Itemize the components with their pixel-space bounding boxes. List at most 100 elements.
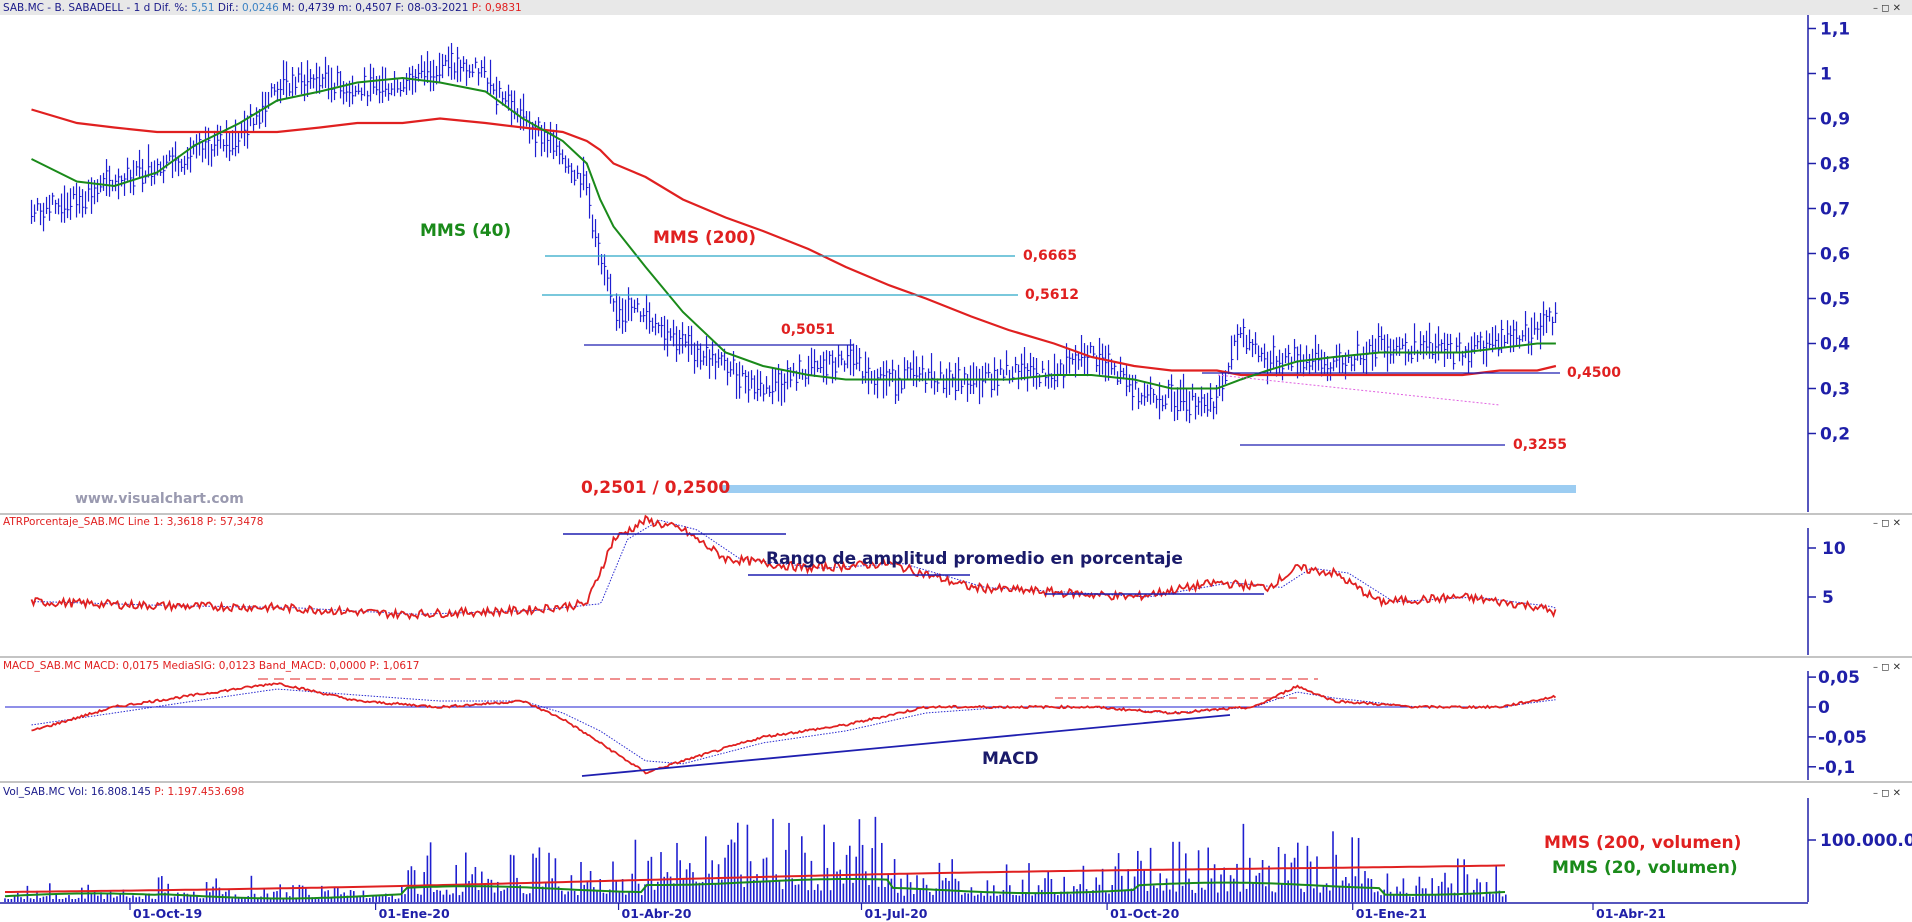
- price-bar: [570, 163, 574, 184]
- price-bar: [1014, 356, 1018, 373]
- macd-window-buttons[interactable]: – ◻ ✕: [1873, 662, 1901, 673]
- price-bar: [1263, 343, 1267, 368]
- price-bar: [1155, 395, 1159, 409]
- price-y-tick-label: 0,8: [1820, 155, 1850, 175]
- price-y-tick-label: 0,7: [1820, 200, 1850, 220]
- x-tick-label: 01-Oct-20: [1110, 906, 1179, 921]
- price-bar: [1194, 392, 1198, 420]
- price-bar: [195, 134, 199, 159]
- price-bar: [543, 122, 547, 152]
- price-bar: [354, 85, 358, 97]
- macd-panel: MACD_SAB.MC MACD: 0,0175 MediaSIG: 0,012…: [3, 660, 1901, 780]
- price-bar: [1146, 384, 1150, 402]
- price-bar: [600, 254, 604, 275]
- price-bar: [198, 132, 202, 156]
- x-axis: 01-Oct-19 01-Ene-20 01-Abr-20 01-Jul-20 01-O…: [129, 903, 1666, 921]
- price-bar: [864, 351, 868, 384]
- price-bar: [1296, 346, 1300, 379]
- price-bar: [1053, 353, 1057, 390]
- x-tick-label: 01-Oct-19: [133, 906, 202, 921]
- price-bar: [483, 56, 487, 78]
- macd-annotation-lines: [258, 678, 1318, 777]
- price-bar: [384, 67, 388, 97]
- price-bar: [1299, 344, 1303, 373]
- price-bar: [990, 373, 994, 398]
- price-bar: [561, 149, 565, 165]
- price-bar: [741, 365, 745, 377]
- price-bar: [1440, 339, 1444, 354]
- price-y-tick-label: 0,6: [1820, 245, 1850, 265]
- price-bar: [1248, 329, 1252, 351]
- price-bar: [708, 349, 712, 379]
- price-bar: [1185, 388, 1189, 422]
- price-bar: [717, 349, 721, 368]
- atr-title: Rango de amplitud promedio en porcentaje: [766, 549, 1183, 569]
- price-bar: [1206, 392, 1210, 417]
- price-y-tick-label: 0,4: [1820, 335, 1850, 355]
- price-bar: [906, 360, 910, 381]
- macd-y-tick-label: -0,05: [1818, 728, 1867, 748]
- price-bar: [888, 368, 892, 387]
- price-bar: [1506, 320, 1510, 344]
- price-bar: [687, 326, 691, 362]
- price-bar: [735, 362, 739, 399]
- price-y-tick-label: 1,1: [1820, 20, 1850, 40]
- price-bar: [915, 356, 919, 388]
- price-bar: [1443, 332, 1447, 367]
- price-bar: [1467, 342, 1471, 375]
- volume-y-tick-label: 100.000.0: [1820, 831, 1912, 851]
- price-bar: [1359, 353, 1363, 366]
- macd-header-segment: P: 1,0617: [370, 660, 420, 672]
- price-bar: [813, 349, 817, 377]
- volume-panel: Vol_SAB.MC Vol: 16.808.145 P: 1.197.453.…: [3, 786, 1912, 902]
- price-bar: [1479, 331, 1483, 352]
- price-bar: [666, 319, 670, 357]
- price-bar: [1482, 340, 1486, 365]
- price-bar: [825, 350, 829, 385]
- price-bar: [972, 362, 976, 395]
- price-bar: [786, 360, 790, 390]
- price-bar: [1005, 350, 1009, 376]
- x-tick-label: 01-Jul-20: [865, 906, 928, 921]
- atr-plot: [30, 514, 1557, 621]
- atr-window-buttons[interactable]: – ◻ ✕: [1873, 518, 1901, 529]
- atr-y-tick-label: 5: [1822, 588, 1834, 608]
- price-bar: [1494, 325, 1498, 350]
- price-bar: [1092, 345, 1096, 358]
- atr-panel: ATRPorcentaje_SAB.MC Line 1: 3,3618 P: 5…: [0, 515, 1912, 655]
- price-bar: [693, 342, 697, 374]
- price-bar: [69, 188, 73, 220]
- price-bar: [909, 362, 913, 381]
- price-bar: [237, 132, 241, 154]
- price-bar: [582, 156, 586, 191]
- macd-panel-header: MACD_SAB.MC MACD: 0,0175 MediaSIG: 0,012…: [3, 660, 419, 672]
- price-plot: [30, 42, 1558, 424]
- price-bar: [759, 371, 763, 397]
- price-bar: [1314, 334, 1318, 373]
- price-bar: [1119, 356, 1123, 384]
- price-bar: [744, 369, 748, 394]
- price-bar: [393, 71, 397, 97]
- volume-window-buttons[interactable]: – ◻ ✕: [1873, 788, 1901, 799]
- price-bar: [291, 66, 295, 98]
- price-bar: [486, 77, 490, 93]
- price-bar: [1476, 335, 1480, 350]
- price-bar: [1404, 333, 1408, 366]
- price-bar: [300, 62, 304, 95]
- price-bar: [66, 192, 70, 219]
- price-bar: [1182, 373, 1186, 411]
- price-bar: [771, 367, 775, 405]
- price-bar: [1509, 325, 1513, 353]
- price-window-buttons[interactable]: – ◻ ✕: [1873, 3, 1901, 14]
- price-bar: [366, 90, 370, 107]
- price-bar: [261, 91, 265, 123]
- price-bar: [1086, 345, 1090, 377]
- price-bar: [651, 317, 655, 332]
- price-bar: [42, 202, 46, 232]
- price-bar: [1131, 374, 1135, 411]
- price-bar: [315, 62, 319, 94]
- price-bar: [45, 196, 49, 215]
- price-bar: [780, 370, 784, 406]
- price-bar: [504, 91, 508, 105]
- atr-header-segment: ATRPorcentaje_SAB.MC Line 1: 3,3618: [3, 516, 207, 528]
